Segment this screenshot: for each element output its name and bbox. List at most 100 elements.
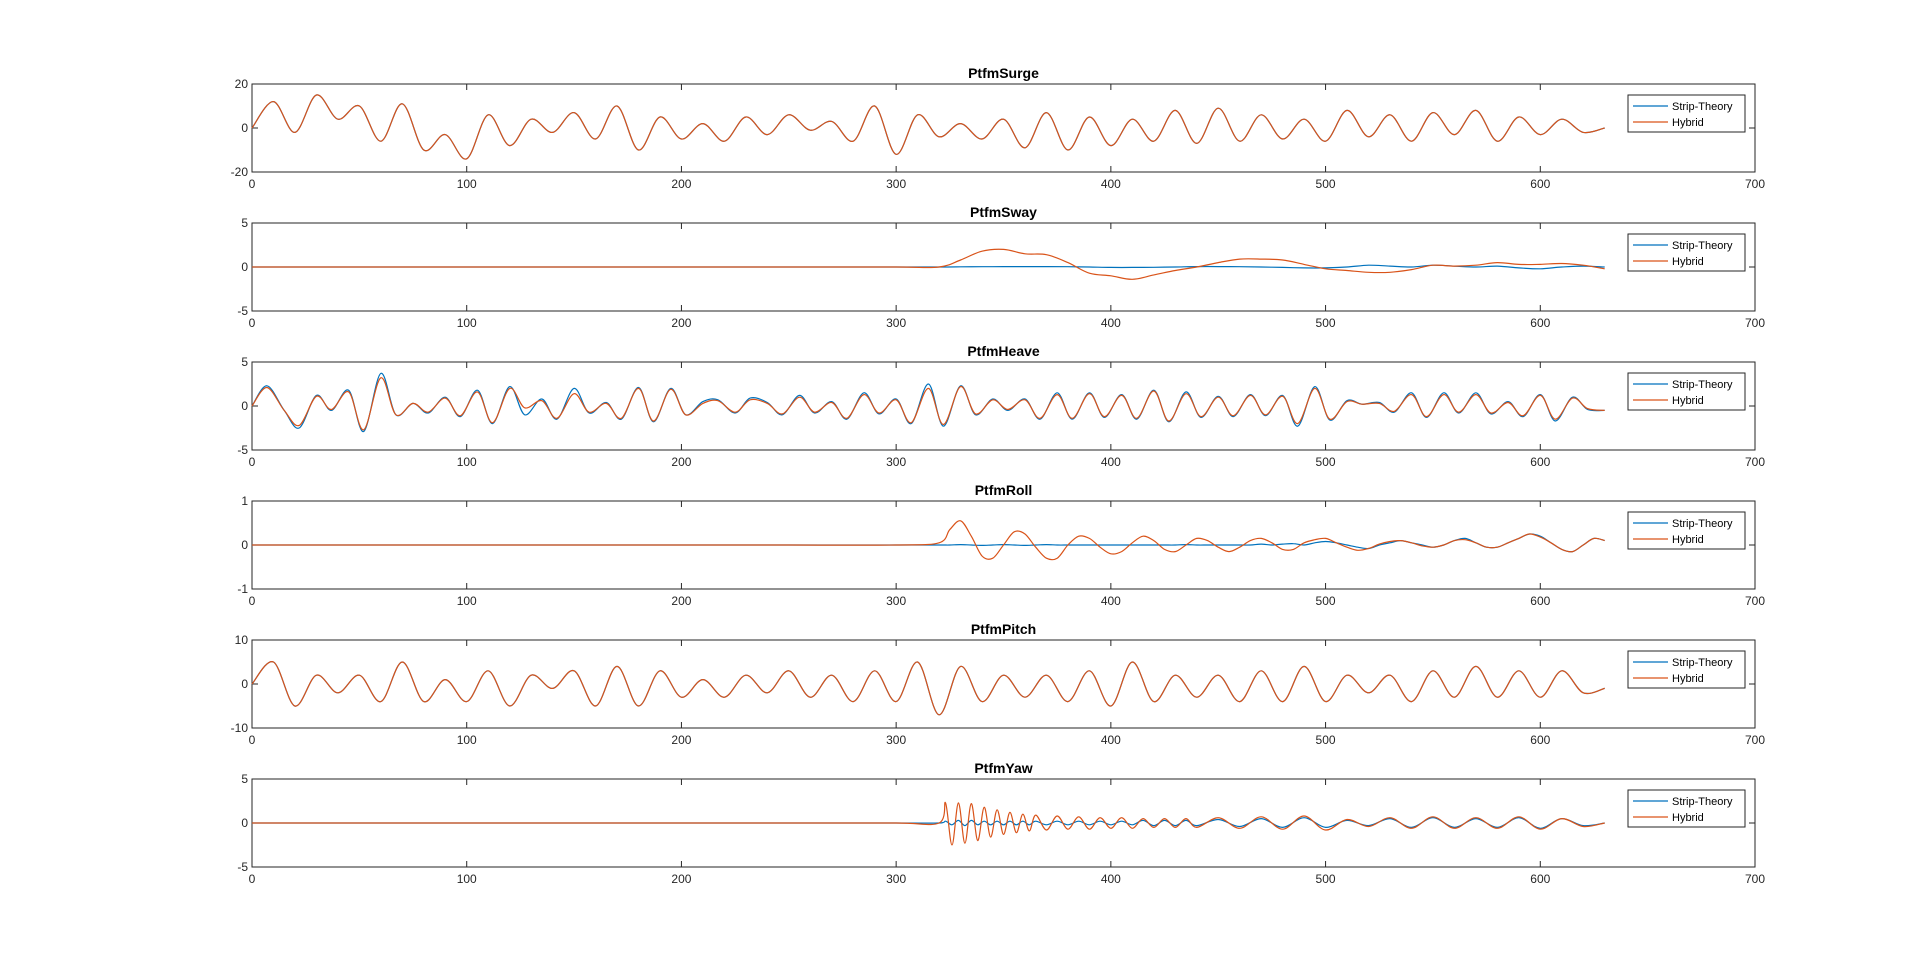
legend-box [1627, 94, 1746, 133]
x-tick-label: 200 [671, 872, 691, 886]
y-tick-label: -10 [231, 721, 249, 735]
legend-label-strip-theory: Strip-Theory [1672, 379, 1733, 391]
subplot-title: PtfmSway [970, 204, 1037, 220]
x-tick-label: 200 [671, 733, 691, 747]
x-tick-label: 700 [1745, 872, 1765, 886]
x-tick-label: 400 [1101, 316, 1121, 330]
y-tick-label: 1 [241, 494, 248, 508]
y-tick-label: 10 [235, 633, 249, 647]
y-tick-label: 5 [241, 216, 248, 230]
x-tick-label: 0 [249, 594, 256, 608]
x-tick-label: 200 [671, 594, 691, 608]
x-tick-label: 300 [886, 177, 906, 191]
y-tick-label: 0 [241, 677, 248, 691]
series-line-hybrid [251, 661, 1605, 716]
subplot-title: PtfmSurge [968, 65, 1039, 81]
legend-label-strip-theory: Strip-Theory [1672, 240, 1733, 252]
legend-box [1627, 650, 1746, 689]
x-tick-label: 100 [457, 872, 477, 886]
y-tick-label: 0 [241, 121, 248, 135]
y-tick-label: 5 [241, 355, 248, 369]
y-tick-label: 20 [235, 77, 249, 91]
legend-box [1627, 372, 1746, 411]
x-tick-label: 600 [1530, 316, 1550, 330]
x-tick-label: 500 [1316, 455, 1336, 469]
x-tick-label: 300 [886, 594, 906, 608]
x-tick-label: 400 [1101, 177, 1121, 191]
legend: Strip-Theory Hybrid [1627, 372, 1746, 411]
x-tick-label: 300 [886, 733, 906, 747]
x-tick-label: 700 [1745, 316, 1765, 330]
x-tick-label: 500 [1316, 872, 1336, 886]
y-tick-label: -1 [237, 582, 248, 596]
x-tick-label: 100 [457, 594, 477, 608]
x-tick-label: 700 [1745, 177, 1765, 191]
legend: Strip-Theory Hybrid [1627, 94, 1746, 133]
legend-label-hybrid: Hybrid [1672, 673, 1704, 685]
legend-label-hybrid: Hybrid [1672, 534, 1704, 546]
x-tick-label: 100 [457, 316, 477, 330]
legend-box [1627, 789, 1746, 828]
x-tick-label: 600 [1530, 872, 1550, 886]
axes-box [251, 361, 1756, 451]
x-tick-label: 500 [1316, 177, 1336, 191]
x-tick-label: 0 [249, 872, 256, 886]
x-tick-label: 0 [249, 455, 256, 469]
y-tick-label: 5 [241, 772, 248, 786]
legend-box [1627, 233, 1746, 272]
legend: Strip-Theory Hybrid [1627, 650, 1746, 689]
x-tick-label: 100 [457, 177, 477, 191]
series-line-hybrid [251, 94, 1605, 160]
series-line-strip-theory [251, 372, 1605, 433]
y-tick-label: -5 [237, 304, 248, 318]
legend-label-strip-theory: Strip-Theory [1672, 796, 1733, 808]
legend: Strip-Theory Hybrid [1627, 233, 1746, 272]
x-tick-label: 0 [249, 177, 256, 191]
subplot-title: PtfmHeave [967, 343, 1040, 359]
y-tick-label: -20 [231, 165, 249, 179]
x-tick-label: 600 [1530, 177, 1550, 191]
legend: Strip-Theory Hybrid [1627, 789, 1746, 828]
x-tick-label: 600 [1530, 594, 1550, 608]
legend-label-strip-theory: Strip-Theory [1672, 101, 1733, 113]
x-tick-label: 100 [457, 455, 477, 469]
x-tick-label: 400 [1101, 872, 1121, 886]
x-tick-label: 0 [249, 733, 256, 747]
subplot-title: PtfmRoll [975, 482, 1033, 498]
legend-box [1627, 511, 1746, 550]
y-tick-label: 0 [241, 399, 248, 413]
x-tick-label: 600 [1530, 455, 1550, 469]
x-tick-label: 400 [1101, 455, 1121, 469]
x-tick-label: 700 [1745, 733, 1765, 747]
y-tick-label: -5 [237, 860, 248, 874]
x-tick-label: 0 [249, 316, 256, 330]
y-tick-label: -5 [237, 443, 248, 457]
x-tick-label: 500 [1316, 594, 1336, 608]
series-line-hybrid [251, 801, 1605, 846]
x-tick-label: 500 [1316, 733, 1336, 747]
x-tick-label: 700 [1745, 594, 1765, 608]
x-tick-label: 300 [886, 316, 906, 330]
legend-label-hybrid: Hybrid [1672, 256, 1704, 268]
series-line-hybrid [251, 520, 1605, 561]
series-line-hybrid [251, 377, 1605, 431]
legend-label-strip-theory: Strip-Theory [1672, 657, 1733, 669]
series-line-hybrid [251, 248, 1605, 280]
legend-label-hybrid: Hybrid [1672, 395, 1704, 407]
axes-box [251, 639, 1756, 729]
legend-label-hybrid: Hybrid [1672, 812, 1704, 824]
legend-label-hybrid: Hybrid [1672, 117, 1704, 129]
x-tick-label: 300 [886, 872, 906, 886]
x-tick-label: 200 [671, 316, 691, 330]
x-tick-label: 500 [1316, 316, 1336, 330]
subplot-title: PtfmPitch [971, 621, 1036, 637]
legend: Strip-Theory Hybrid [1627, 511, 1746, 550]
y-tick-label: 0 [241, 816, 248, 830]
